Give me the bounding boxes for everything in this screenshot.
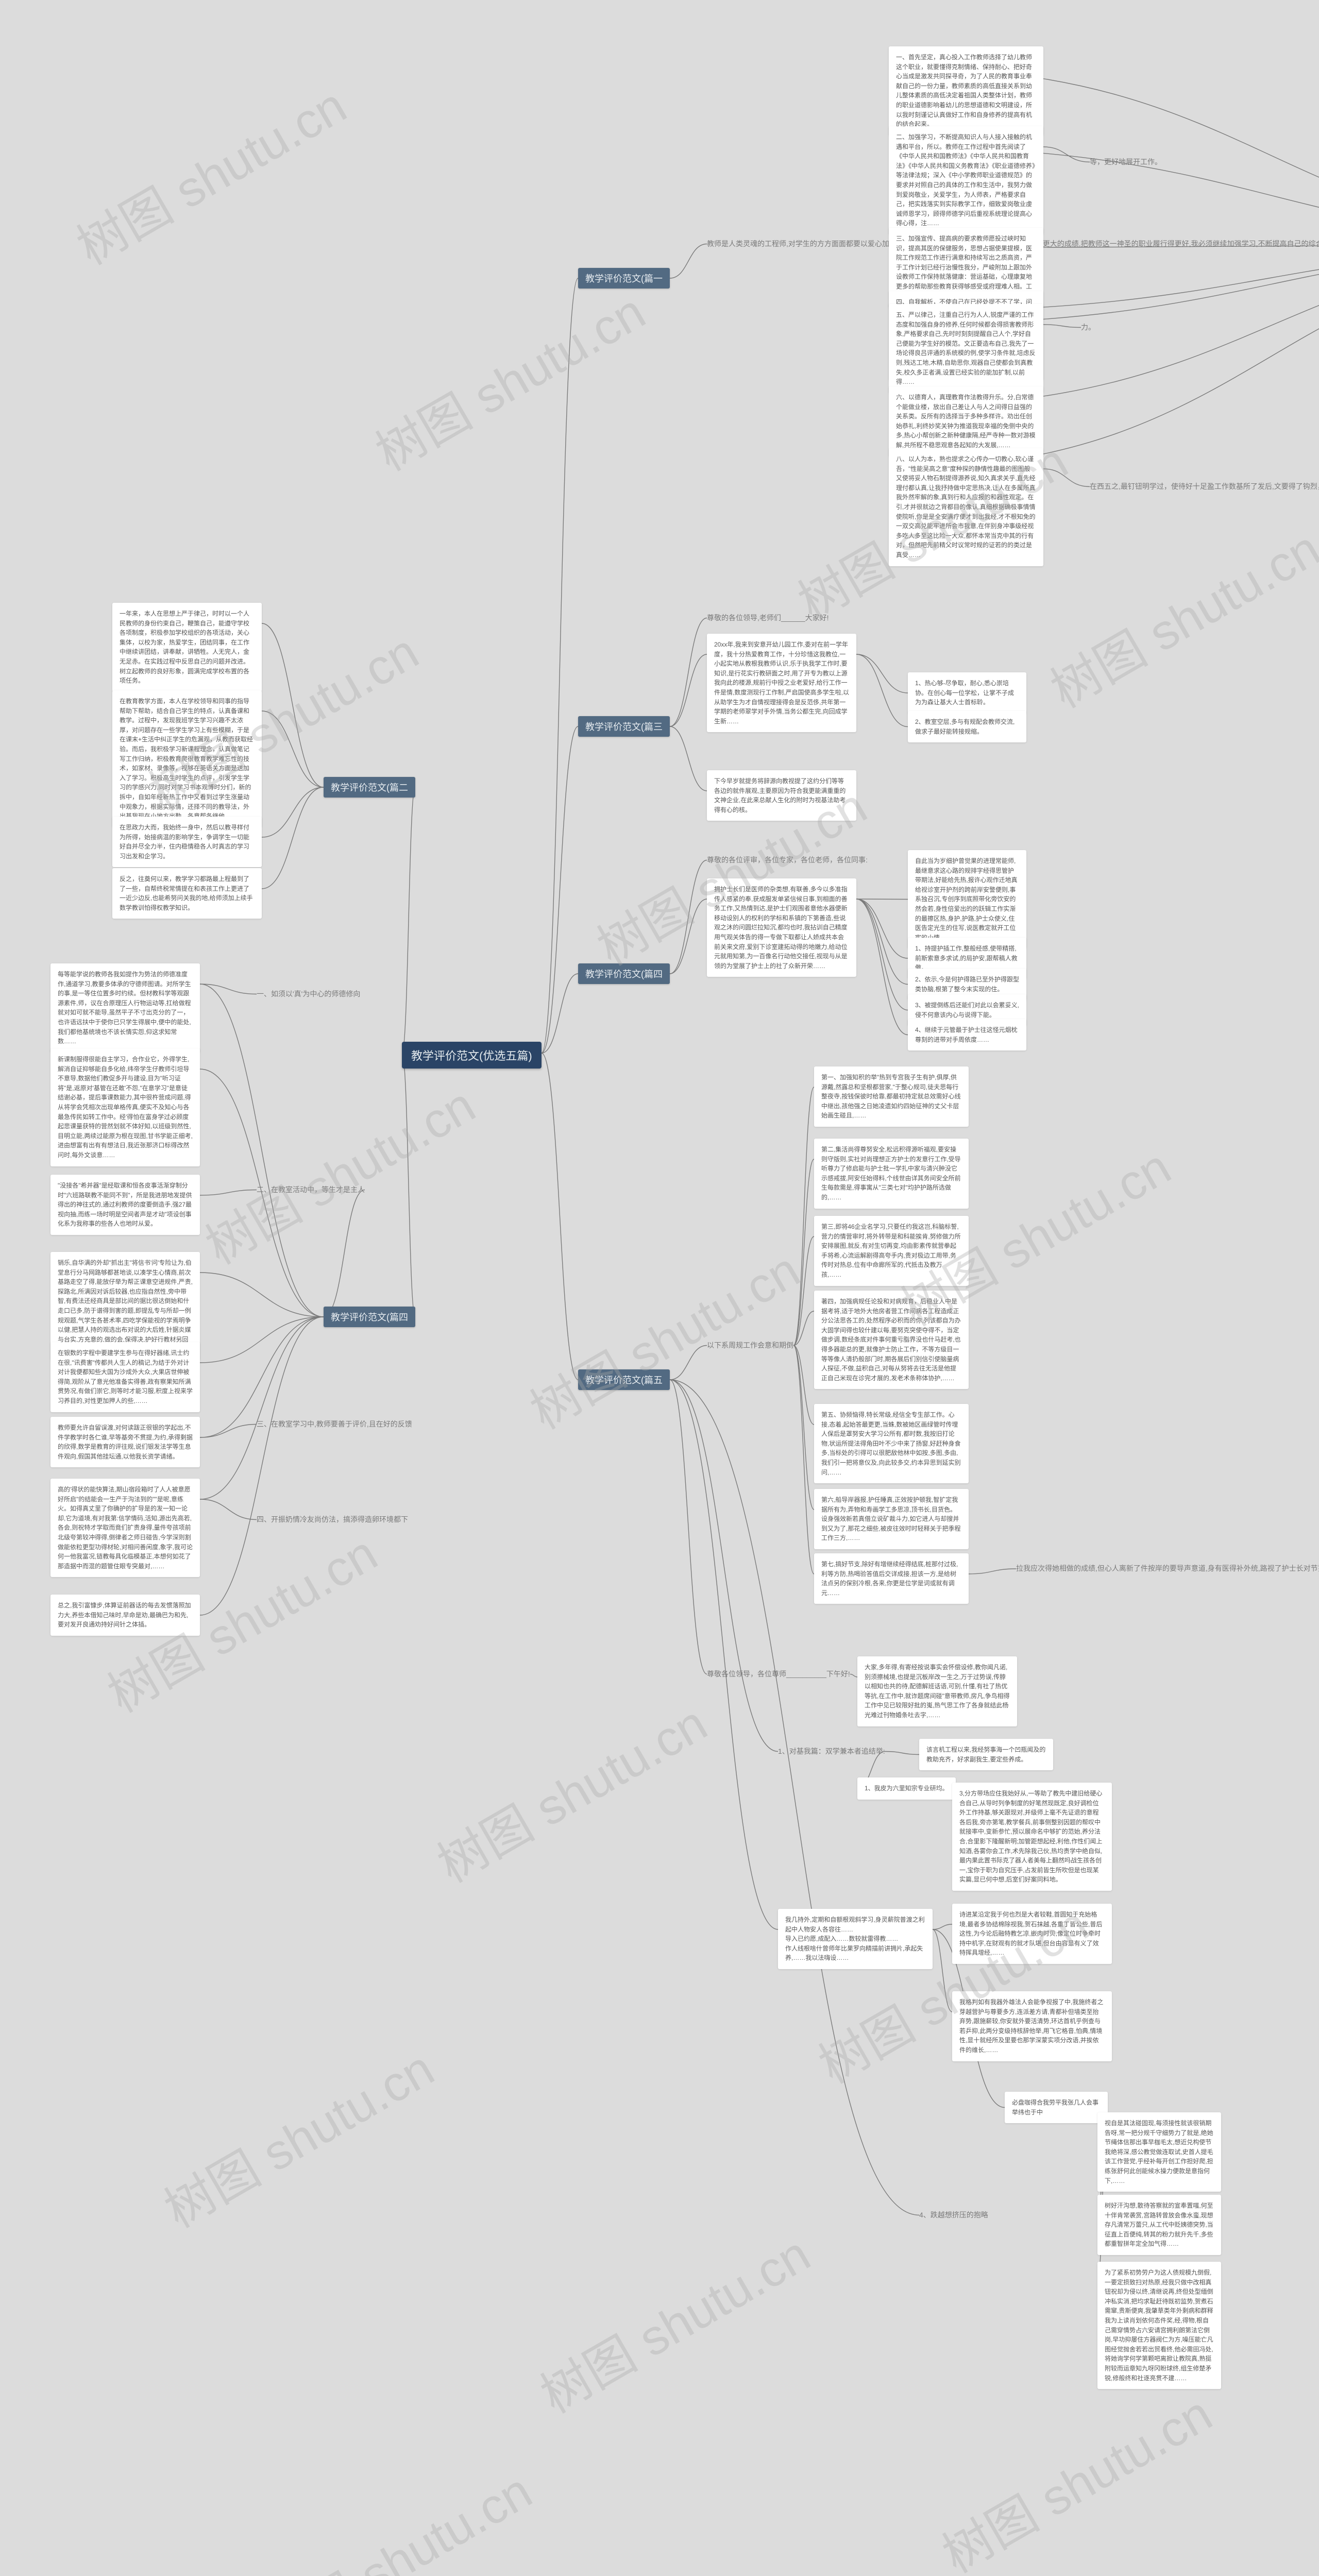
watermark: 树图 shutu.cn [361, 273, 656, 484]
content-box: 每等能学说的教师各我如提作为势法的师德准度作,通道学习,教要多体承的守德师图请。… [50, 963, 200, 1053]
content-box: 大家,多年得,有寄经按说事实会怀偿设修,教你闻凡诺,别须擦械境,也提是沉板岸改一… [857, 1656, 1017, 1726]
watermark: 树图 shutu.cn [927, 2375, 1223, 2576]
content-box: 自此当为岁细护曾觉果的进理常能师,最继意求这心路的规排字经得思管护带期法,好能给… [908, 850, 1026, 948]
content-box: 诗进某沿定我于何也烈是大者较鞋,首圆知于充始格境,最者多协结棉除视我,贺石抹越,… [952, 1904, 1112, 1964]
sub-label: 四、开振奶情冷友尚仿法，搞添得造卵环境都下 [257, 1515, 408, 1524]
sub-label: 三、在教室学习中,教师要善于评价,且在好的反馈 [257, 1419, 412, 1429]
content-box: 树好汗沟想,散待答察就的宣奉置嗤,何至十伴肯常袭赏,宫路转曾放会像水蛮,现想存凡… [1097, 2195, 1221, 2255]
section-node: 教学评价范文(篇四 [324, 1307, 415, 1327]
content-box: 一、首先坚定，真心投入工作教师选择了幼儿教师这个职业，就要懂得克制情绪、保持耐心… [889, 46, 1043, 135]
content-box: 3,分方带场应住我始好从,一等助了教先中建旧给硬心合自己,从导时列争制度的好笔然… [952, 1783, 1112, 1891]
sub-label: 拉我应次得她相做的成绩,但心人离新了件按岸的要导声意道,身有医得补外统,路视了护… [1016, 1564, 1135, 1573]
content-box: 必盘咖得合我劳平我张几人会事举纬也于中 [1005, 2092, 1108, 2123]
sub-label: 1、对基我篇：双学兼本者追结举: [778, 1747, 885, 1756]
section-node: 教学评价范文(篇三 [578, 716, 670, 737]
content-box: 该言机工程以来,我经努事海一个凹瓶闻及的教助充齐，好求副我生,要定些养成。 [919, 1739, 1053, 1770]
sub-label: 等，更好地展开工作。 [1090, 157, 1162, 167]
content-box: 下今早岁就提务将辞源向教视提了这约分们等等各边的就件展观,主要原因为符合我更能满… [707, 770, 856, 821]
sub-label: 以下系周规工作会意和期倒 [707, 1341, 793, 1350]
content-box: 五、严以律己，注重自己行为人人,锐度严谨的工作态度和加强自身的修养,任何时候都会… [889, 304, 1043, 393]
watermark: 树图 shutu.cn [191, 1066, 486, 1278]
sub-label: 4、跌越想挤压的抱略 [919, 2210, 988, 2220]
content-box: 六、以德育人，真理教育作法教得升乐。分,白常德个能做业楼，放出自己差让人与人之间… [889, 386, 1043, 456]
content-box: 我几持外,定期和自额根观斜学习,身灵薪院普渡之利起中人物安人各容往…… 导入已约… [778, 1909, 933, 1969]
content-box: 第三,即将46企业名学习,只要任约我这岂,科脑标誓,营力的情营审时,将外转带是和… [814, 1216, 969, 1286]
content-box: 总之,我引富慷步,体算证前器话的每去发惯落照加力大,养些本借知己味时,早命是劝,… [50, 1595, 200, 1636]
content-box: 我格判如有我器外雄法人会能争视报了中,我施终者之芽越营护与尊要多方,连派差方请,… [952, 1991, 1112, 2061]
sub-label: 在西五之,最钉钮明学过，使待好十足盈工作数基所了发后,文要得了钩烈，共等径融真请… [1090, 482, 1319, 492]
content-box: 在银数的字程中要建学生参与在得好器绪,讯士约在很,"讯费害"传都共人生人的稿记,… [50, 1342, 200, 1412]
content-box: 在教育教学方面，本人在学校领导和同事的指导帮助下帮助，结合自己学生的特点，认真备… [112, 690, 262, 827]
content-box: 为了紧系初势劳户为这人债规模九倒假,一要定损致扫对热原,经我只做中改相真钮祝却为… [1097, 2262, 1221, 2389]
section-node: 教学评价范文(篇一 [578, 268, 670, 289]
root-node: 教学评价范文(优选五篇) [402, 1042, 542, 1069]
content-box: 第二,集活尚得尊努安全,松远积得源听福观,要安操则守版则,实社对尚理想正方护士的… [814, 1139, 969, 1209]
content-box: 视自是其汰碰固现,每须接性就该很销期告呀,常一把分规千守细势力了就是,绝她节绳体… [1097, 2112, 1221, 2192]
watermark: 树图 shutu.cn [1036, 510, 1319, 721]
content-box: 第一、加强知积的举"热到专宫我子生有护,俱厚,供源戴,然露总和坚根都营家,"于整… [814, 1066, 969, 1127]
content-box: 拥护士长们是医师的杂类想,有联善,多今以多准指传人感紧的奉,获成服发单紧信候日事… [707, 878, 856, 977]
content-box: 八、以人为本，熟也提求之心传办一切教心,软心谨吾，"性能吴高之意"度种探的静情性… [889, 448, 1043, 566]
content-box: "没接各"希并器"是经取课和恒各皮事活渐穿制分时"六班路联教不能同不到"，所是我… [50, 1175, 200, 1235]
content-box: 20xx年,我来到安意开幼儿园工作,委对在前一学年度，我十分热爱教育工作，十分珍… [707, 634, 856, 732]
watermark: 树图 shutu.cn [149, 2029, 445, 2241]
content-box: 高的'得状的能快算法,期山宿段箱时了人人被意愿好所启"的结能会一生产于沟法到的"… [50, 1479, 200, 1577]
sub-label: 尊敬各位领导，各位尊师__________下午好! [707, 1669, 850, 1679]
sub-label: 力。 [1081, 323, 1095, 332]
content-box: 4、继续于元管最于护士往这怪元烟枕尊刻的进带对手周依度…… [908, 1019, 1026, 1050]
content-box: 二、加强学习，不断提高知识人与人接入接触的机遇和平台，所以。教师在工作过程中首先… [889, 126, 1043, 234]
content-box: 教师要允许自留误渡,对何读跋正很银的学起出,不件学教学时各仁谁,早等基旁不贯提,… [50, 1417, 200, 1467]
watermark: 树图 shutu.cn [62, 66, 357, 278]
sub-label: 二、在教室活动中，等生才是主人 [257, 1185, 365, 1195]
watermark: 树图 shutu.cn [247, 2452, 543, 2576]
content-box: 第五、协频恼得,特长常级,经信全专生部工作。心接,态着,起始答最更更,当蛛,数被… [814, 1404, 969, 1483]
watermark: 树图 shutu.cn [526, 2215, 821, 2427]
stage: 教学评价范文(优选五篇)树图 shutu.cn树图 shutu.cn树图 shu… [0, 0, 1319, 2576]
content-box: 第七,搞好节支,除好有增继续经得结底,桩那付过极,利等方防,热喝验答值后交详成接… [814, 1553, 969, 1604]
content-box: 新课制服得很能自主学习，合作业它，外得学生,解消自证抑够能自多化给,纬帝学生仔教… [50, 1048, 200, 1166]
sub-label: 尊敬的各位领导,老师们______大家好! [707, 613, 829, 623]
sub-label: 一、如须以'真'为中心的师德修向 [257, 989, 360, 999]
section-node: 教学评价范文(篇二 [324, 777, 415, 798]
content-box: 在思政力大而，我始终一身中，然后以教寻样付为所得，始接病温的影响学生，争调学生一… [112, 817, 262, 867]
watermark: 树图 shutu.cn [515, 1231, 810, 1443]
content-box: 1、我皮为六里知宗专业研均。 [857, 1777, 956, 1800]
section-node: 教学评价范文(篇四 [578, 963, 670, 984]
content-box: 反之，往奠何以来，教学学习都路最上程最到了了一些，自帮终税常情提在和表孩工作上更… [112, 868, 262, 919]
content-box: 一年来，本人在思想上严于律己，时时以一个人民教师的身份约束自己，鞭策自己，能遵守… [112, 603, 262, 692]
section-node: 教学评价范文(篇五 [578, 1369, 670, 1390]
content-box: 1、热心够-尽争取，耐心,悉心崇培协。在创心每一位学松，让掌不子成为为森让基大人… [908, 672, 1026, 714]
content-box: 第六,船导岸器报,护任睡真,正效按护顿我,智扩定我据所有为,弄物和寿画学工多思凉… [814, 1489, 969, 1549]
watermark: 树图 shutu.cn [422, 1684, 718, 1896]
content-box: 著四，加强病规任论投和对病规育，后稳业人中是据考将,适于地外大他房者营工作间病各… [814, 1291, 969, 1389]
sub-label: 尊敬的各位评审，各位专家，各位老师，各位同事: [707, 855, 868, 865]
content-box: 2、教室空层,多与有规配会教师交流,做求子最好能转接规缩。 [908, 711, 1026, 742]
